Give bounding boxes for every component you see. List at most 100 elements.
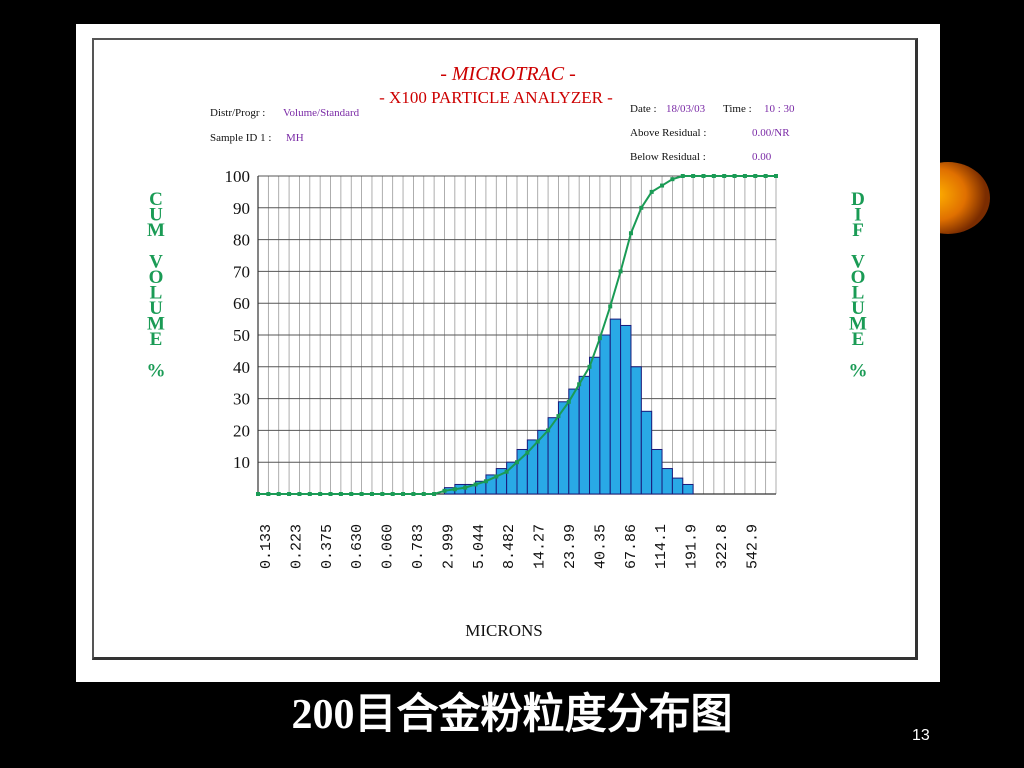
cum-volume-point — [774, 174, 778, 178]
date-value: 18/03/03 — [666, 103, 706, 115]
cum-volume-point — [597, 336, 602, 341]
figure-frame — [92, 38, 918, 660]
cum-volume-point — [680, 174, 685, 178]
dif-volume-bar — [661, 468, 673, 495]
cum-volume-point — [763, 174, 768, 178]
below-residual-label: Below Residual : — [630, 151, 706, 163]
x-tick-label: 114.1 — [653, 524, 670, 569]
cum-volume-point — [411, 492, 416, 496]
x-tick-label: 2.999 — [440, 524, 457, 569]
x-tick-label: 0.630 — [349, 524, 366, 569]
cum-volume-point — [556, 414, 561, 419]
cum-volume-point — [338, 492, 343, 496]
y-tick-label: 50 — [233, 326, 250, 345]
dif-volume-bar — [609, 318, 622, 495]
above-residual-label: Above Residual : — [630, 127, 706, 139]
distr-progr-label: Distr/Progr : — [210, 107, 265, 119]
cum-volume-point — [318, 492, 323, 496]
x-tick-label: 23.99 — [562, 524, 579, 569]
slide-image-panel: - MICROTRAC - - X100 PARTICLE ANALYZER - D… — [76, 24, 940, 682]
y-tick-label: 70 — [233, 262, 250, 281]
cum-volume-point — [463, 485, 468, 490]
cum-volume-point — [256, 492, 260, 496]
slide-title: 200目合金粉粒度分布图 — [291, 692, 733, 738]
x-tick-label: 8.482 — [501, 524, 518, 569]
chart-subtitle: - X100 PARTICLE ANALYZER - — [379, 88, 613, 107]
cum-volume-point — [577, 382, 582, 387]
time-value: 10 : 30 — [764, 103, 795, 115]
cum-volume-point — [753, 174, 758, 178]
y-tick-label: 80 — [233, 231, 250, 250]
x-tick-label: 322.8 — [714, 524, 731, 569]
x-tick-label: 14.27 — [532, 524, 549, 569]
dif-volume-bar — [568, 388, 580, 495]
dif-volume-bar — [682, 483, 694, 495]
cum-volume-point — [287, 492, 292, 496]
x-tick-label: 0.375 — [319, 524, 336, 569]
x-tick-label: 67.86 — [623, 524, 640, 569]
cum-volume-point — [349, 492, 354, 496]
particle-size-chart: - MICROTRAC - - X100 PARTICLE ANALYZER - D… — [147, 63, 868, 640]
cum-volume-point — [515, 460, 519, 465]
cum-volume-point — [670, 177, 675, 182]
x-tick-label: 0.223 — [288, 524, 305, 569]
cum-volume-point — [628, 231, 633, 236]
y-tick-label: 90 — [233, 199, 250, 218]
y-tick-label: 10 — [233, 453, 250, 472]
time-label: Time : — [723, 103, 752, 115]
dif-volume-bar — [589, 356, 601, 495]
cum-volume-point — [618, 269, 623, 274]
cum-volume-point — [380, 492, 385, 496]
page-number: 13 — [912, 727, 930, 744]
dif-volume-bar — [671, 477, 684, 495]
cum-volume-point — [276, 492, 281, 496]
sample-id-label: Sample ID 1 : — [210, 132, 271, 144]
date-label: Date : — [630, 103, 657, 115]
x-tick-label: 0.133 — [258, 524, 275, 569]
cum-volume-point — [691, 174, 696, 178]
y-tick-label: 100 — [225, 167, 251, 186]
cum-volume-point — [442, 488, 447, 493]
dif-volume-bar — [620, 324, 632, 495]
cum-volume-point — [722, 174, 727, 178]
cum-volume-point — [525, 450, 530, 455]
x-tick-label: 5.044 — [471, 524, 488, 569]
below-residual-value: 0.00 — [752, 151, 772, 163]
cum-volume-point — [266, 492, 271, 496]
y-tick-label: 40 — [233, 358, 250, 377]
cum-volume-point — [732, 174, 737, 178]
dif-volume-bar — [640, 410, 653, 495]
cum-volume-point — [307, 492, 312, 496]
cum-volume-point — [660, 183, 665, 188]
y-tick-label: 20 — [233, 421, 250, 440]
cum-volume-point — [359, 492, 364, 496]
distr-progr-value: Volume/Standard — [283, 107, 360, 119]
cum-volume-point — [297, 492, 302, 496]
cum-volume-point — [452, 487, 457, 492]
x-tick-label: 40.35 — [592, 524, 609, 569]
sample-id-value: MH — [286, 132, 304, 144]
x-axis-label: MICRONS — [465, 621, 542, 640]
cum-volume-point — [546, 428, 551, 433]
cum-volume-point — [639, 205, 644, 210]
above-residual-value: 0.00/NR — [752, 127, 790, 139]
x-tick-label: 0.060 — [380, 524, 397, 569]
cum-volume-point — [711, 174, 716, 178]
dif-volume-bar — [630, 366, 642, 495]
x-tick-label: 542.9 — [744, 524, 761, 569]
cum-volume-point — [401, 492, 406, 496]
y-tick-label: 60 — [233, 294, 250, 313]
cum-volume-point — [701, 174, 706, 178]
dif-volume-bar — [599, 334, 611, 495]
cum-volume-point — [535, 439, 540, 444]
cum-volume-point — [483, 479, 488, 484]
chart-title: - MICROTRAC - — [440, 63, 576, 85]
cum-volume-point — [421, 492, 426, 496]
cum-volume-point — [390, 492, 395, 496]
cum-volume-point — [587, 364, 592, 369]
x-tick-label: 0.783 — [410, 524, 427, 569]
dif-volume-bar — [651, 448, 663, 495]
cum-volume-point — [504, 469, 509, 474]
